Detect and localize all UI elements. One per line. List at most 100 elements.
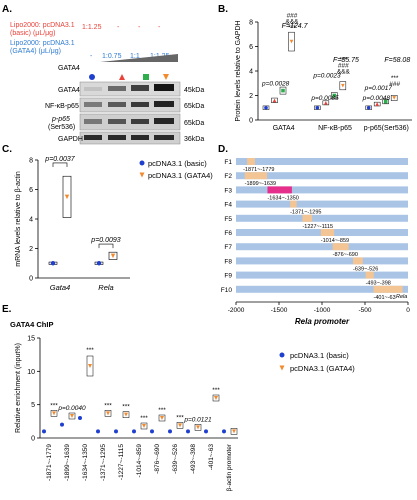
e-category-label: -639~-526 [172,444,179,474]
c-p-value: p=0.0037 [44,156,75,163]
d-row-bar [236,200,408,208]
panel-label-d: D. [218,144,228,155]
e-point [178,423,182,428]
d-row-name: F10 [221,287,233,294]
b-box [314,105,321,110]
d-fragment [320,229,335,236]
b-box [373,101,381,107]
c-y-tick-label: 8 [29,158,33,165]
lipo-gata4-label-2: (GATA4) (μL/μg) [10,48,61,55]
d-fragment [290,200,297,208]
b-box [262,105,270,110]
b-point [392,96,396,100]
d-row-name: F4 [224,202,232,209]
b-p-value-2: p=0.0048 [362,95,391,102]
b-point [289,39,294,44]
c-bracket [98,243,114,249]
d-fragment-label: -493~-398 [366,281,391,287]
e-point [60,422,64,427]
b-sig-mark: ### [338,63,349,70]
b-y-tick-label: 2 [249,93,253,100]
e-category-label: -876~-690 [154,444,161,474]
e-point [114,429,118,434]
row1-val-3: - [158,24,161,31]
d-row-bar [236,257,408,265]
blot-p65 [79,97,181,113]
d-row-name: F3 [224,187,232,194]
c-legend-gata4-marker [139,172,145,178]
c-p-value: p=0.0093 [90,237,120,244]
b-p-value: p=0.0023 [312,73,341,80]
b-point [264,105,268,110]
b-p-value: p=0.0028 [261,81,290,88]
blot-kda-gapdh: 36kDa [184,136,204,143]
panel-label-b: B. [218,4,228,15]
e-box [104,410,112,417]
d-end-label: Rela [396,294,407,300]
b-point [332,93,337,98]
lane-marker-red [119,74,125,80]
b-f-stat: F=85.75 [333,57,359,64]
e-point [150,429,154,434]
b-box [279,86,287,95]
blot-label-gata4: GATA4 [58,87,80,94]
b-box [365,105,372,110]
e-box [122,411,130,418]
blot-kda-pp65: 65kDa [184,120,204,127]
d-row-bar [236,158,408,165]
e-category-label: -493~-398 [190,444,197,474]
d-x-tick-label: -1500 [271,307,288,314]
d-x-tick-label: 0 [406,307,410,314]
lane-marker-orange [163,74,169,80]
b-p-value: p=0.0017 [364,85,393,92]
e-annotation: *** [176,414,184,421]
e-box [230,428,238,435]
b-category-label: p-p65(Ser536) [364,125,409,132]
e-category-label: -1227~-1115 [118,444,125,480]
c-box [62,175,72,218]
d-x-axis-label: Rela promoter [295,317,350,326]
panel-c-chart: 0 2 4 6 8 mRNA levels relative to β-actin Gata… [15,156,213,292]
b-f-stat: F=58.08 [384,57,410,64]
e-category-label: β-actin promoter [226,443,233,491]
e-point [42,429,46,434]
c-category-label: Rela [98,283,113,292]
d-fragment-label: -1899~-1639 [245,181,276,187]
lipo-basic-label: Lipo2000: pcDNA3.1 [10,22,75,29]
d-fragment [373,285,403,293]
e-point [70,414,74,418]
d-fragment [353,257,363,265]
c-point [96,261,102,266]
d-fragment [244,172,268,180]
e-annotation: *** [212,387,220,394]
e-point [186,429,190,434]
panel-label-c: C. [2,144,12,155]
lane-marker-basic [89,74,95,80]
b-sig-mark: *** [340,57,348,64]
e-point [78,416,82,420]
b-point [375,102,379,106]
c-bracket [52,162,68,167]
e-category-label: -401~-63 [208,444,215,471]
e-annotation: *** [158,407,166,414]
c-point [64,194,70,200]
c-legend-basic: pcDNA3.1 (basic) [148,159,207,168]
blot-label-pp65-1: p-p65 [51,116,70,123]
panel-label-e: E. [2,304,12,315]
d-row-bar [236,285,408,293]
d-fragment [302,214,313,222]
lipo-basic-label-2: (basic) (μL/μg) [10,30,55,37]
e-annotation: *** [50,402,58,409]
e-category-label: -1371~-1295 [100,444,107,481]
c-point [50,261,56,266]
d-row-bar [236,243,408,251]
c-y-tick-label: 0 [29,276,33,283]
b-point [383,99,388,104]
b-point [315,105,320,110]
b-sig-mark: ### [389,81,400,88]
blot-gata4 [79,81,181,97]
e-category-label: -1014~-859 [136,444,143,478]
row1-val-2: - [138,24,141,31]
d-row-bar [236,186,408,194]
